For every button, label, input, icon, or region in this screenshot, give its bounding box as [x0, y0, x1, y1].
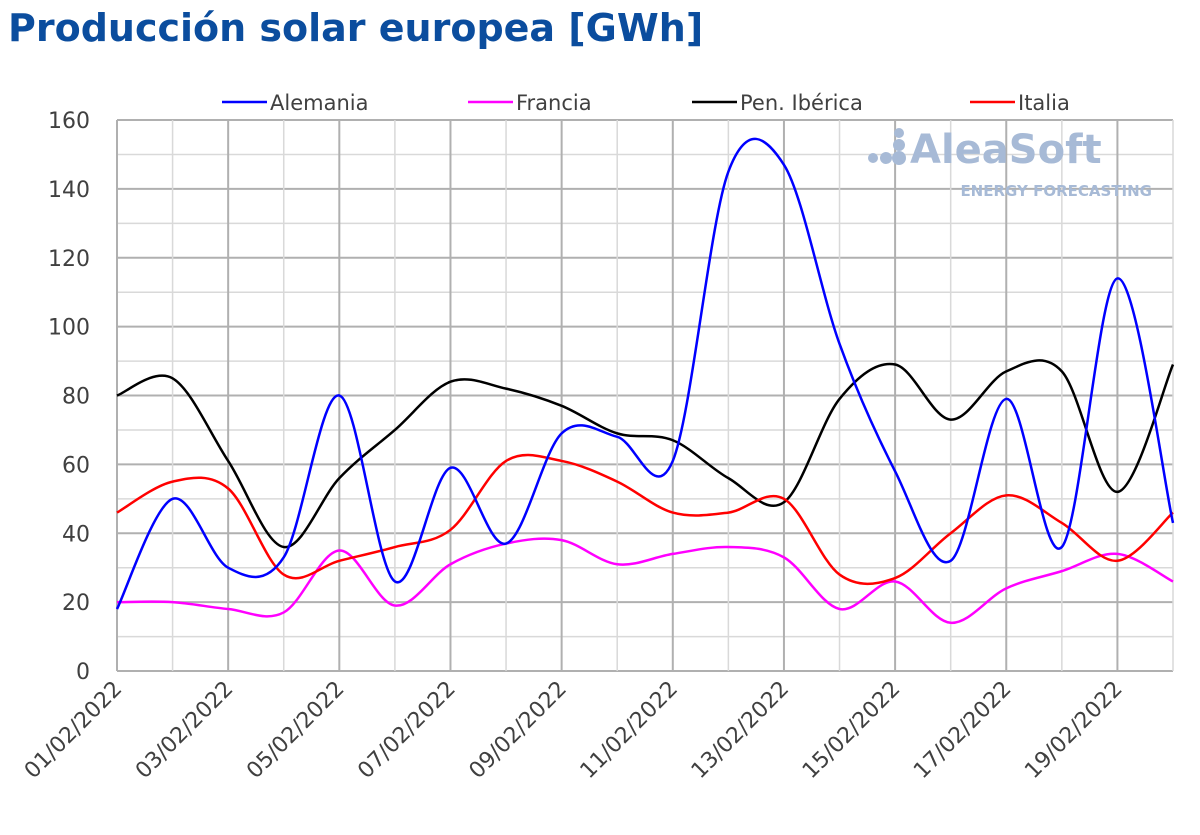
series-line-francia: [116, 537, 1174, 625]
x-tick-label: 07/02/2022: [353, 677, 460, 784]
y-tick-label: 60: [62, 453, 90, 478]
x-tick-label: 19/02/2022: [1020, 677, 1127, 784]
x-tick-label: 11/02/2022: [576, 677, 683, 784]
legend-label: Pen. Ibérica: [740, 91, 863, 115]
logo-tagline: ENERGY FORECASTING: [960, 182, 1152, 200]
y-tick-label: 0: [76, 660, 90, 685]
logo-dot-icon: [892, 151, 906, 165]
legend-label: Francia: [516, 91, 592, 115]
legend-label: Alemania: [270, 91, 368, 115]
y-tick-label: 120: [48, 247, 90, 272]
x-tick-label: 01/02/2022: [20, 677, 127, 784]
logo-dot-icon: [894, 128, 904, 138]
logo-brand: AleaSoft: [910, 127, 1102, 173]
x-tick-label: 15/02/2022: [798, 677, 905, 784]
logo-dot-icon: [868, 153, 878, 163]
y-tick-label: 40: [62, 522, 90, 547]
aleasoft-logo: [868, 128, 906, 165]
x-tick-label: 09/02/2022: [465, 677, 572, 784]
logo-dot-icon: [893, 139, 905, 151]
x-tick-label: 03/02/2022: [131, 677, 238, 784]
legend-label: Italia: [1018, 91, 1070, 115]
y-tick-label: 80: [62, 385, 90, 410]
chart-title: Producción solar europea [GWh]: [8, 6, 704, 50]
y-tick-label: 160: [48, 109, 90, 134]
x-tick-label: 17/02/2022: [909, 677, 1016, 784]
series-line-alemania: [115, 137, 1175, 610]
y-tick-label: 100: [48, 316, 90, 341]
logo-dot-icon: [880, 152, 892, 164]
x-tick-label: 13/02/2022: [687, 677, 794, 784]
y-tick-label: 140: [48, 178, 90, 203]
series-line-pen-ib-rica: [116, 359, 1175, 549]
y-tick-label: 20: [62, 591, 90, 616]
series-line-italia: [116, 453, 1174, 586]
x-tick-label: 05/02/2022: [242, 677, 349, 784]
